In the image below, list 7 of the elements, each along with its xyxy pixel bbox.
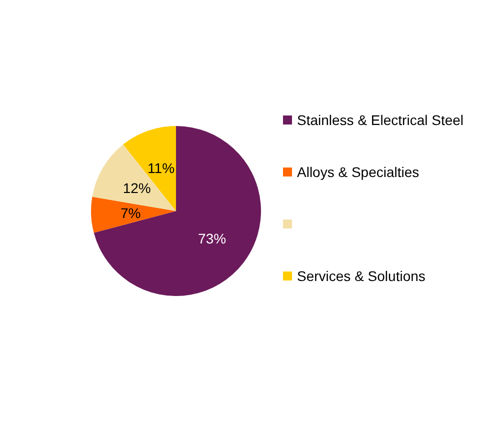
legend-label: Stainless & Electrical Steel [297,112,464,128]
data-label: 73% [198,230,226,247]
data-label: 12% [122,180,151,196]
data-label: 11% [148,160,175,176]
legend-label: Services & Solutions [297,268,426,284]
data-label: 7% [120,205,141,222]
legend-label: Alloys & Specialties [297,164,420,180]
